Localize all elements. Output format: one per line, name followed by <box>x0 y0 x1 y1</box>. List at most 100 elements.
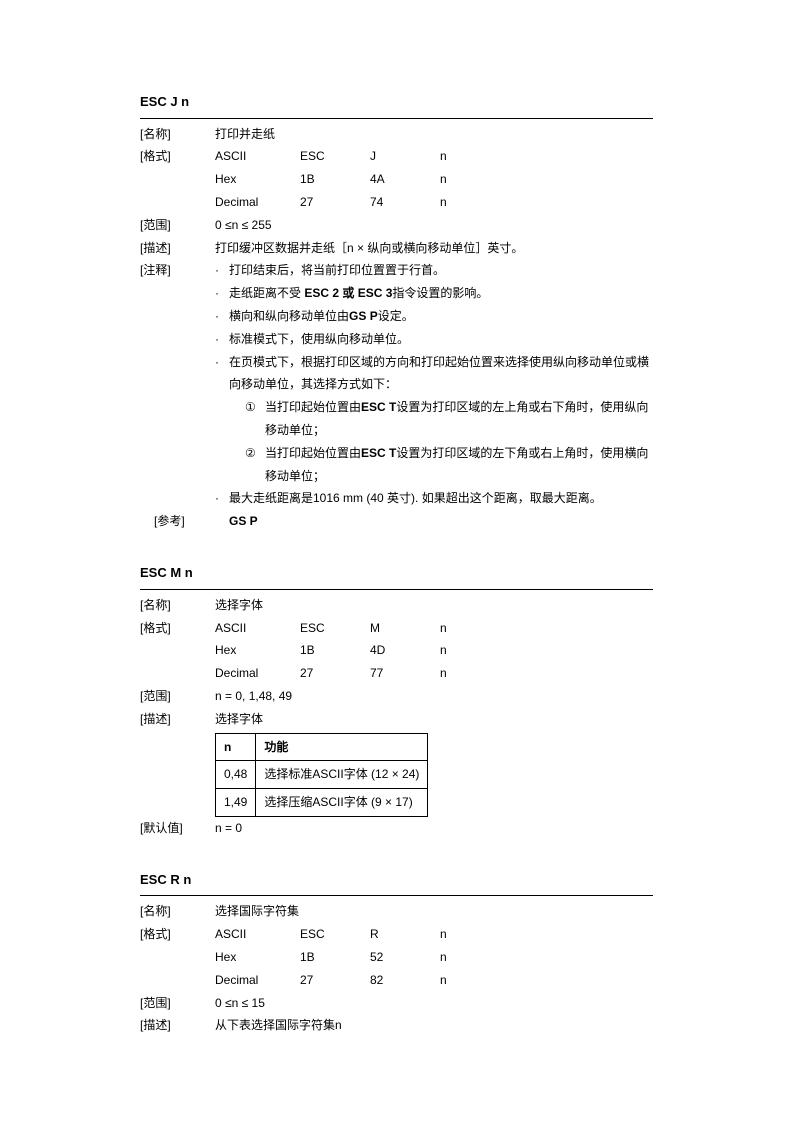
fmt-cell: ESC <box>300 145 370 168</box>
fmt-cell: n <box>440 923 510 946</box>
label-format: [格式] <box>140 923 215 991</box>
fmt-cell: Hex <box>215 168 300 191</box>
th-n: n <box>216 733 256 761</box>
label-default: [默认值] <box>140 817 215 840</box>
td-cell: 0,48 <box>216 761 256 789</box>
fmt-cell: ASCII <box>215 145 300 168</box>
row-format: [格式] ASCII ESC M n Hex 1B 4D n Decimal 2… <box>140 617 653 685</box>
function-table: n 功能 0,48 选择标准ASCII字体 (12 × 24) 1,49 选择压… <box>215 733 428 817</box>
sub-item: ②当打印起始位置由ESC T设置为打印区域的左下角或右上角时，使用横向移动单位； <box>215 442 653 488</box>
label-desc: [描述] <box>140 237 215 260</box>
fmt-cell: Decimal <box>215 969 300 992</box>
row-range: [范围] n = 0, 1,48, 49 <box>140 685 653 708</box>
label-reference: [参考] <box>154 510 229 533</box>
fmt-cell: J <box>370 145 440 168</box>
fmt-cell: 27 <box>300 662 370 685</box>
value-name: 选择国际字符集 <box>215 900 653 923</box>
fmt-cell: Hex <box>215 639 300 662</box>
fmt-cell: R <box>370 923 440 946</box>
label-name: [名称] <box>140 900 215 923</box>
cmd-title: ESC J n <box>140 90 653 119</box>
note-text: 横向和纵向移动单位由GS P设定。 <box>229 305 414 328</box>
fmt-cell: 1B <box>300 639 370 662</box>
value-default: n = 0 <box>215 817 653 840</box>
fmt-cell: n <box>440 191 510 214</box>
label-desc: [描述] <box>140 708 215 817</box>
fmt-cell: 52 <box>370 946 440 969</box>
fmt-cell: 27 <box>300 191 370 214</box>
row-name: [名称] 选择国际字符集 <box>140 900 653 923</box>
fmt-cell: 1B <box>300 946 370 969</box>
notes-list: ·打印结束后，将当前打印位置置于行首。 ·走纸距离不受 ESC 2 或 ESC … <box>215 259 653 510</box>
value-range: n = 0, 1,48, 49 <box>215 685 653 708</box>
fmt-cell: n <box>440 946 510 969</box>
note-text: 打印结束后，将当前打印位置置于行首。 <box>229 259 445 282</box>
circled-num: ① <box>245 396 265 442</box>
label-name: [名称] <box>140 594 215 617</box>
format-table: ASCII ESC J n Hex 1B 4A n Decimal 27 74 … <box>215 145 653 213</box>
td-cell: 1,49 <box>216 789 256 817</box>
cmd-title: ESC M n <box>140 561 653 590</box>
fmt-cell: 1B <box>300 168 370 191</box>
value-desc: 打印缓冲区数据并走纸［n × 纵向或横向移动单位］英寸。 <box>215 237 653 260</box>
row-desc: [描述] 打印缓冲区数据并走纸［n × 纵向或横向移动单位］英寸。 <box>140 237 653 260</box>
fmt-cell: ESC <box>300 617 370 640</box>
fmt-cell: 77 <box>370 662 440 685</box>
fmt-cell: Hex <box>215 946 300 969</box>
value-name: 打印并走纸 <box>215 123 653 146</box>
fmt-cell: n <box>440 662 510 685</box>
bullet-dot: · <box>215 282 229 305</box>
row-range: [范围] 0 ≤n ≤ 255 <box>140 214 653 237</box>
fmt-cell: 4D <box>370 639 440 662</box>
bullet-dot: · <box>215 305 229 328</box>
format-table: ASCII ESC R n Hex 1B 52 n Decimal 27 82 … <box>215 923 653 991</box>
fmt-cell: n <box>440 617 510 640</box>
label-desc: [描述] <box>140 1014 215 1037</box>
cmd-title: ESC R n <box>140 868 653 897</box>
row-name: [名称] 选择字体 <box>140 594 653 617</box>
value-name: 选择字体 <box>215 594 653 617</box>
row-desc: [描述] 从下表选择国际字符集n <box>140 1014 653 1037</box>
bullet-dot: · <box>215 351 229 397</box>
desc-text: 选择字体 <box>215 708 653 731</box>
label-name: [名称] <box>140 123 215 146</box>
note-item: ·走纸距离不受 ESC 2 或 ESC 3指令设置的影响。 <box>215 282 653 305</box>
note-text: 在页模式下，根据打印区域的方向和打印起始位置来选择使用纵向移动单位或横向移动单位… <box>229 351 653 397</box>
note-text: 走纸距离不受 ESC 2 或 ESC 3指令设置的影响。 <box>229 282 488 305</box>
row-range: [范围] 0 ≤n ≤ 15 <box>140 992 653 1015</box>
td-cell: 选择标准ASCII字体 (12 × 24) <box>256 761 428 789</box>
note-item: ·打印结束后，将当前打印位置置于行首。 <box>215 259 653 282</box>
section-esc-r: ESC R n [名称] 选择国际字符集 [格式] ASCII ESC R n … <box>140 868 653 1037</box>
fmt-cell: ASCII <box>215 923 300 946</box>
value-range: 0 ≤n ≤ 255 <box>215 214 653 237</box>
section-esc-m: ESC M n [名称] 选择字体 [格式] ASCII ESC M n Hex… <box>140 561 653 840</box>
note-text: 标准模式下，使用纵向移动单位。 <box>229 328 409 351</box>
td-cell: 选择压缩ASCII字体 (9 × 17) <box>256 789 428 817</box>
label-format: [格式] <box>140 617 215 685</box>
row-notes: [注释] ·打印结束后，将当前打印位置置于行首。 ·走纸距离不受 ESC 2 或… <box>140 259 653 510</box>
fmt-cell: n <box>440 168 510 191</box>
label-range: [范围] <box>140 214 215 237</box>
fmt-cell: n <box>440 145 510 168</box>
fmt-cell: 74 <box>370 191 440 214</box>
bullet-dot: · <box>215 328 229 351</box>
row-default: [默认值] n = 0 <box>140 817 653 840</box>
fmt-cell: 82 <box>370 969 440 992</box>
value-reference: GS P <box>229 510 653 533</box>
bullet-dot: · <box>215 487 229 510</box>
sub-item: ①当打印起始位置由ESC T设置为打印区域的左上角或右下角时，使用纵向移动单位； <box>215 396 653 442</box>
th-func: 功能 <box>256 733 428 761</box>
value-range: 0 ≤n ≤ 15 <box>215 992 653 1015</box>
value-desc: 选择字体 n 功能 0,48 选择标准ASCII字体 (12 × 24) 1,4… <box>215 708 653 817</box>
section-esc-j: ESC J n [名称] 打印并走纸 [格式] ASCII ESC J n He… <box>140 90 653 533</box>
fmt-cell: ESC <box>300 923 370 946</box>
fmt-cell: M <box>370 617 440 640</box>
fmt-cell: n <box>440 639 510 662</box>
note-item: ·在页模式下，根据打印区域的方向和打印起始位置来选择使用纵向移动单位或横向移动单… <box>215 351 653 397</box>
fmt-cell: 27 <box>300 969 370 992</box>
circled-num: ② <box>245 442 265 488</box>
note-item: ·标准模式下，使用纵向移动单位。 <box>215 328 653 351</box>
fmt-cell: ASCII <box>215 617 300 640</box>
fmt-cell: 4A <box>370 168 440 191</box>
format-table: ASCII ESC M n Hex 1B 4D n Decimal 27 77 … <box>215 617 653 685</box>
